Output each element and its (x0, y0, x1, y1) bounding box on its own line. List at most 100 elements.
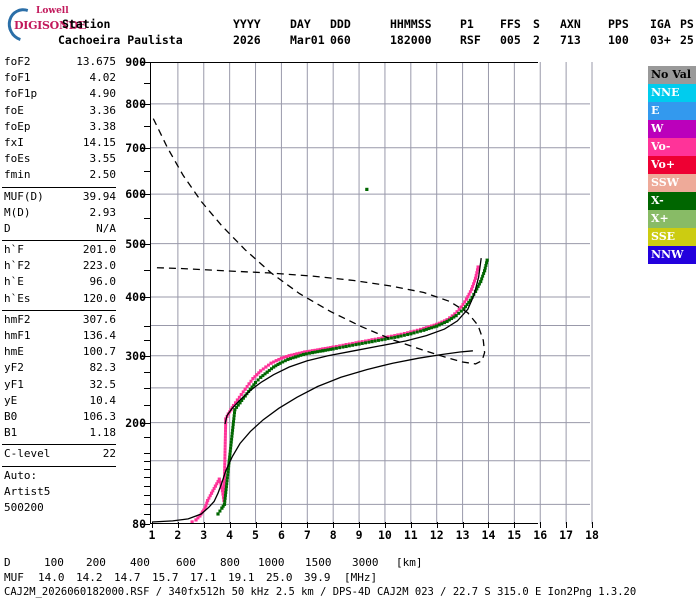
legend-item-x[interactable]: X- (648, 192, 696, 210)
footer-muf-unit: [MHz] (344, 570, 378, 584)
y-tickmark (144, 125, 150, 127)
param-row-fxI: fxI 14.15 (0, 136, 118, 152)
legend-item-w[interactable]: W (648, 120, 696, 138)
x-tickmark (436, 522, 438, 528)
param-row-foE: foE 3.36 (0, 104, 118, 120)
x-tick-8: 8 (329, 528, 337, 542)
legend-item-nnw[interactable]: NNW (648, 246, 696, 264)
param-value: 32.5 (89, 377, 117, 391)
footer-muf-value-4: 17.1 (190, 570, 217, 584)
footer-d-value-1: 200 (86, 556, 106, 569)
x-tickmark (307, 522, 309, 528)
param-row-foF1: foF1 4.02 (0, 71, 118, 87)
y-tickmark (141, 422, 150, 424)
legend-item-ssw[interactable]: SSW (648, 174, 696, 192)
header-col-hhmmss: HHMMSS (390, 17, 432, 31)
parameter-panel: foF2 13.675 foF1 4.02 foF1p 4.90 foE 3.36 foEp 3.… (0, 55, 118, 517)
plot-grid (150, 62, 593, 524)
param-value: 100.7 (82, 345, 116, 359)
y-tickmark (141, 355, 150, 357)
x-tick-10: 10 (378, 528, 392, 542)
x-tickmark (514, 522, 516, 528)
param-row-B0: B0 106.3 (0, 410, 118, 426)
x-tick-14: 14 (481, 528, 496, 542)
y-tickmark (144, 452, 150, 454)
footer-d-label: D (4, 556, 11, 569)
x-tickmark (255, 522, 257, 528)
x-tickmark (566, 522, 568, 528)
footer-muf-row: MUF 14.0 14.2 14.7 15.7 17.1 19.1 25.0 39.9 [MHz] (0, 571, 700, 586)
y-tickmark (141, 62, 150, 63)
param-row-hmF1: hmF1 136.4 (0, 329, 118, 345)
x-tick-5: 5 (252, 528, 259, 542)
x-tick-3: 3 (200, 528, 208, 542)
legend-item-noval[interactable]: No Val (648, 66, 696, 84)
digisonde-logo: Lowell DIGISONDE (1, 2, 100, 48)
param-name: h`E (4, 275, 24, 289)
param-auto-text: 500200 (4, 500, 44, 514)
plot-traces (151, 118, 489, 524)
y-tickmark (144, 371, 150, 373)
param-row-MUFD: MUF(D) 39.94 (0, 190, 118, 206)
header-val-0: Cachoeira Paulista (58, 33, 183, 47)
param-name: yE (4, 393, 18, 407)
y-tickmark (144, 513, 150, 515)
legend-item-nne[interactable]: NNE (648, 84, 696, 102)
footer-filename: CAJ2M_2026060182000.RSF / 340fx512h 50 k… (4, 586, 637, 598)
header-val-4: 182000 (390, 33, 432, 47)
y-tickmark (144, 469, 150, 470)
legend-item-e[interactable]: E (648, 102, 696, 120)
legend-item-x[interactable]: X+ (648, 210, 696, 228)
header-col-ddd: DDD (330, 17, 351, 31)
param-row-foEs: foEs 3.55 (0, 152, 118, 168)
param-divider-1 (2, 186, 116, 188)
y-tickmark (144, 437, 150, 439)
y-tick-900: 900 (125, 55, 146, 69)
footer-muf-label: MUF (4, 570, 24, 584)
x-tickmark (488, 522, 490, 528)
param-name: C-level (4, 447, 51, 461)
param-value: 136.4 (82, 329, 116, 342)
param-row-foEp: foEp 3.38 (0, 120, 118, 136)
param-divider-2 (2, 240, 116, 242)
y-tick-200: 200 (125, 415, 146, 430)
ionogram-plot (150, 62, 645, 524)
footer-d-value-5: 1000 (258, 556, 285, 569)
param-name: yF1 (4, 377, 24, 391)
param-name: h`Es (4, 291, 31, 305)
param-value: 3.38 (89, 119, 117, 133)
x-tickmark (177, 522, 179, 528)
legend-item-vo[interactable]: Vo- (648, 138, 696, 156)
y-tickmark (141, 147, 150, 149)
param-value: 2.93 (89, 205, 117, 219)
footer-d-value-3: 600 (176, 556, 196, 569)
param-value: 13.675 (76, 55, 116, 68)
header-val-1: 2026 (233, 33, 261, 47)
footer-d-unit: [km] (396, 556, 423, 569)
footer-muf-value-7: 39.9 (304, 570, 331, 584)
footer-muf-value-3: 15.7 (152, 570, 179, 584)
y-tickmark (144, 218, 150, 220)
param-value: 223.0 (82, 259, 116, 273)
y-tickmark (144, 269, 150, 271)
x-tickmark (203, 522, 205, 528)
legend-item-vo[interactable]: Vo+ (648, 156, 696, 174)
param-name: hmF2 (4, 312, 31, 326)
param-name: fmin (4, 168, 31, 182)
param-value: N/A (96, 221, 116, 235)
y-tick-800: 800 (125, 96, 146, 111)
header-col-iga: IGA (650, 17, 671, 31)
x-tick-13: 13 (455, 528, 470, 542)
param-value: 307.6 (82, 312, 116, 326)
param-divider-4 (2, 444, 116, 446)
legend-item-sse[interactable]: SSE (648, 228, 696, 246)
y-axis: 80 200 300 400 500 600 700 800 900 (104, 52, 150, 534)
param-auto-line-2: 500200 (0, 501, 118, 517)
header-val-8: 713 (560, 33, 581, 47)
header-table: Station YYYY DAY DDD HHMMSS P1 FFS S AXN PPS IGA PS… (0, 16, 700, 52)
header-val-9: 100 (608, 33, 629, 47)
param-row-B1: B1 1.18 (0, 426, 118, 442)
param-row-hF2: h`F2 223.0 (0, 259, 118, 275)
param-value: 82.3 (89, 361, 117, 375)
header-val-2: Mar01 (290, 33, 325, 47)
